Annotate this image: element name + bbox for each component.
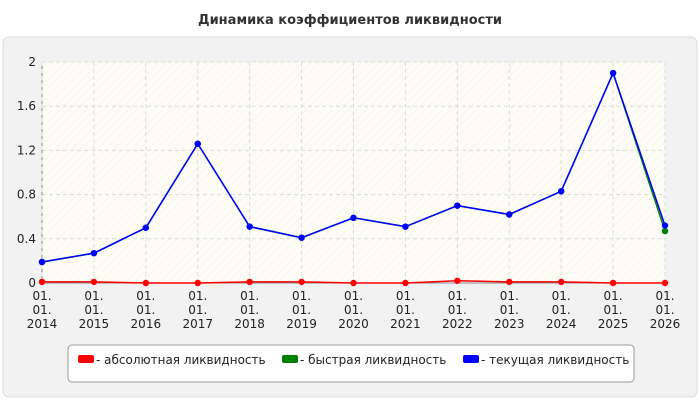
point [350,279,357,287]
legend-label: - абсолютная ликвидность [96,353,266,367]
x-tick-label: 01. 01. 2022 [442,289,473,331]
point [38,278,46,286]
x-tick-label: 01. 01. 2023 [494,289,525,331]
y-tick-label: 1.6 [17,99,36,113]
x-tick-label: 01. 01. 2017 [182,289,213,331]
point [506,278,513,286]
point [90,278,98,286]
x-tick-label: 01. 01. 2015 [79,289,110,331]
legend-swatch [463,355,479,363]
point [142,224,150,231]
point [557,278,565,286]
legend-swatch [282,355,298,363]
legend-swatch [78,355,94,363]
point [142,279,150,287]
point [194,140,201,147]
point [557,188,565,195]
point [246,278,253,286]
point [506,211,513,218]
point [38,258,46,266]
point [402,279,409,287]
x-tick-label: 01. 01. 2024 [546,289,577,331]
legend-label: - текущая ликвидность [481,353,629,367]
point [609,279,617,287]
x-tick-label: 01. 01. 2021 [390,289,421,331]
point [661,227,669,235]
point [609,69,617,77]
y-tick-label: 0.4 [17,232,36,246]
point [298,278,305,286]
chart-title: Динамика коэффициентов ликвидности [198,13,502,28]
point [661,279,669,287]
plot-area [42,62,665,283]
point [350,214,357,222]
x-tick-label: 01. 01. 2014 [27,289,58,331]
x-tick-label: 01. 01. 2026 [650,289,681,331]
point [454,202,461,209]
x-tick-label: 01. 01. 2018 [234,289,265,331]
point [194,279,201,287]
x-tick-label: 01. 01. 2016 [131,289,162,331]
point [661,222,669,229]
x-tick-label: 01. 01. 2020 [338,289,369,331]
y-tick-label: 1.2 [17,143,36,157]
y-tick-label: 0.8 [17,188,36,202]
y-tick-label: 0 [28,276,36,290]
point [90,249,98,257]
point [246,223,253,230]
y-tick-label: 2 [28,55,36,69]
point [402,223,409,230]
legend-label: - быстрая ликвидность [300,353,446,367]
x-tick-label: 01. 01. 2025 [598,289,629,331]
x-tick-label: 01. 01. 2019 [286,289,317,331]
point [298,234,305,241]
legend [67,344,635,383]
point [454,277,461,284]
